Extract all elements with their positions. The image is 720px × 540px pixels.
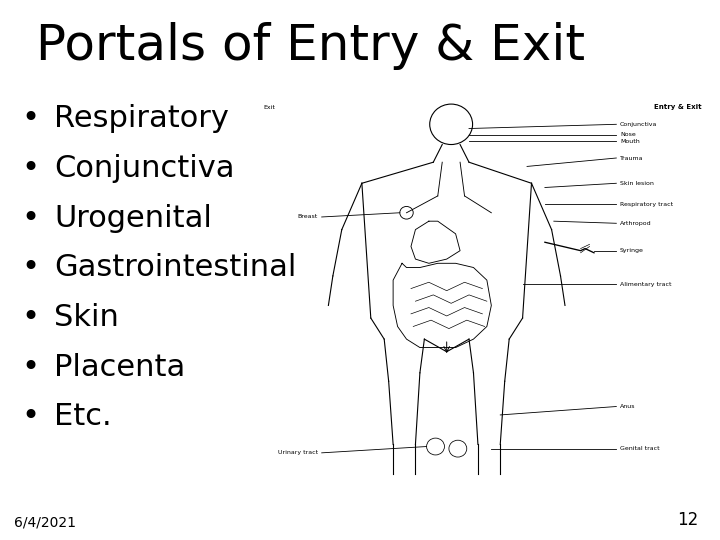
Text: Placenta: Placenta <box>54 353 185 382</box>
Text: Conjunctiva: Conjunctiva <box>620 122 657 127</box>
Text: •: • <box>22 353 40 382</box>
Text: Syringe: Syringe <box>620 248 644 253</box>
Text: Mouth: Mouth <box>620 139 639 144</box>
Text: Portals of Entry & Exit: Portals of Entry & Exit <box>36 22 585 70</box>
Text: Urinary tract: Urinary tract <box>278 450 318 455</box>
Text: Arthropod: Arthropod <box>620 221 652 226</box>
Text: Respiratory tract: Respiratory tract <box>620 202 673 207</box>
Text: Anus: Anus <box>620 404 635 409</box>
Text: •: • <box>22 253 40 282</box>
Text: Breast: Breast <box>298 214 318 219</box>
Text: •: • <box>22 402 40 431</box>
Text: •: • <box>22 204 40 233</box>
Text: •: • <box>22 303 40 332</box>
Text: •: • <box>22 104 40 133</box>
Text: Nose: Nose <box>620 132 636 137</box>
Text: Urogenital: Urogenital <box>54 204 212 233</box>
Text: Genital tract: Genital tract <box>620 446 660 451</box>
Text: •: • <box>22 154 40 183</box>
Text: Alimentary tract: Alimentary tract <box>620 282 671 287</box>
Text: Conjunctiva: Conjunctiva <box>54 154 235 183</box>
Text: 12: 12 <box>677 511 698 529</box>
Text: Entry & Exit: Entry & Exit <box>654 104 701 111</box>
Text: Trauma: Trauma <box>620 156 644 160</box>
Text: 6/4/2021: 6/4/2021 <box>14 515 76 529</box>
Text: Gastrointestinal: Gastrointestinal <box>54 253 297 282</box>
Text: Skin: Skin <box>54 303 119 332</box>
Text: Skin lesion: Skin lesion <box>620 181 654 186</box>
Text: Respiratory: Respiratory <box>54 104 229 133</box>
Text: Etc.: Etc. <box>54 402 112 431</box>
Text: Exit: Exit <box>264 105 276 110</box>
